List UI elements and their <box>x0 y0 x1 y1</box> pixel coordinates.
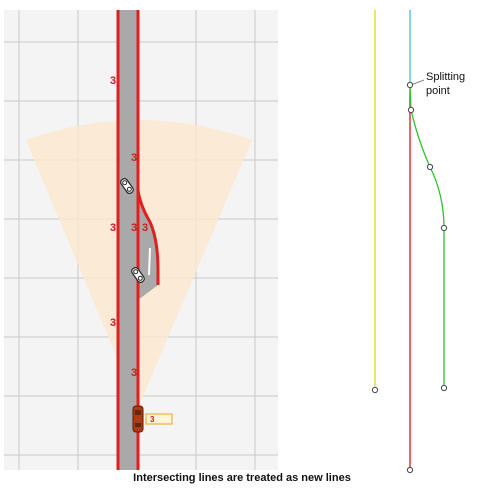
lane-marker: 3 <box>131 152 137 164</box>
lane-lines <box>116 10 160 470</box>
vehicle-icon <box>120 178 134 194</box>
label-leader <box>410 79 425 86</box>
lane-highlight <box>148 247 151 276</box>
vertex-node <box>407 106 415 114</box>
lane-marker: 3 <box>110 317 116 329</box>
vertex-node <box>440 384 448 392</box>
lane-marker: 3 <box>110 222 116 234</box>
lane-marker: 3 <box>142 222 148 234</box>
splitting-point-node <box>406 81 414 89</box>
lane-markers: 3 3 3 3 3 3 3 <box>110 75 148 379</box>
figure-caption: Intersecting lines are treated as new li… <box>133 472 351 484</box>
vertex-node <box>371 386 379 394</box>
splitting-point-label: Splitting point <box>426 71 466 97</box>
vertex-node <box>406 466 414 474</box>
ego-car-icon: 3 <box>132 405 173 433</box>
lane-marker: 3 <box>131 222 137 234</box>
vertex-node <box>440 224 448 232</box>
simulation-view: 3 3 3 3 3 3 3 3 <box>4 10 278 470</box>
line-schematic <box>371 10 448 474</box>
lane-marker: 3 <box>131 367 137 379</box>
lane-marker: 3 <box>110 75 116 87</box>
vehicle-icon <box>131 267 145 283</box>
green-line <box>409 84 445 388</box>
vertex-node <box>426 163 434 171</box>
svg-text:3: 3 <box>150 415 155 424</box>
line-vertices <box>371 81 448 474</box>
